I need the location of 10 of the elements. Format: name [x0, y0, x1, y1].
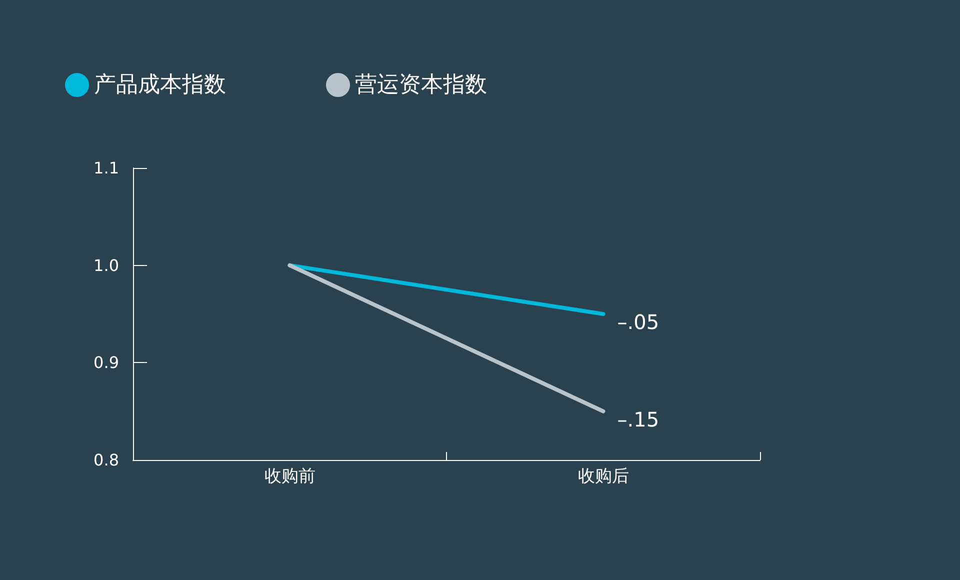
y-tick-label: 0.8	[94, 450, 119, 470]
x-tick-label: 收购后	[578, 466, 629, 486]
legend-label: 产品成本指数	[94, 72, 226, 98]
annotation: –.15	[617, 407, 660, 432]
legend-label: 营运资本指数	[355, 72, 487, 98]
x-tick-label: 收购前	[264, 466, 316, 486]
annotation: –.05	[617, 310, 660, 334]
y-tick-label: 1.1	[94, 158, 119, 178]
y-tick-label: 0.9	[94, 353, 119, 372]
y-tick-label: 1.0	[94, 256, 119, 275]
